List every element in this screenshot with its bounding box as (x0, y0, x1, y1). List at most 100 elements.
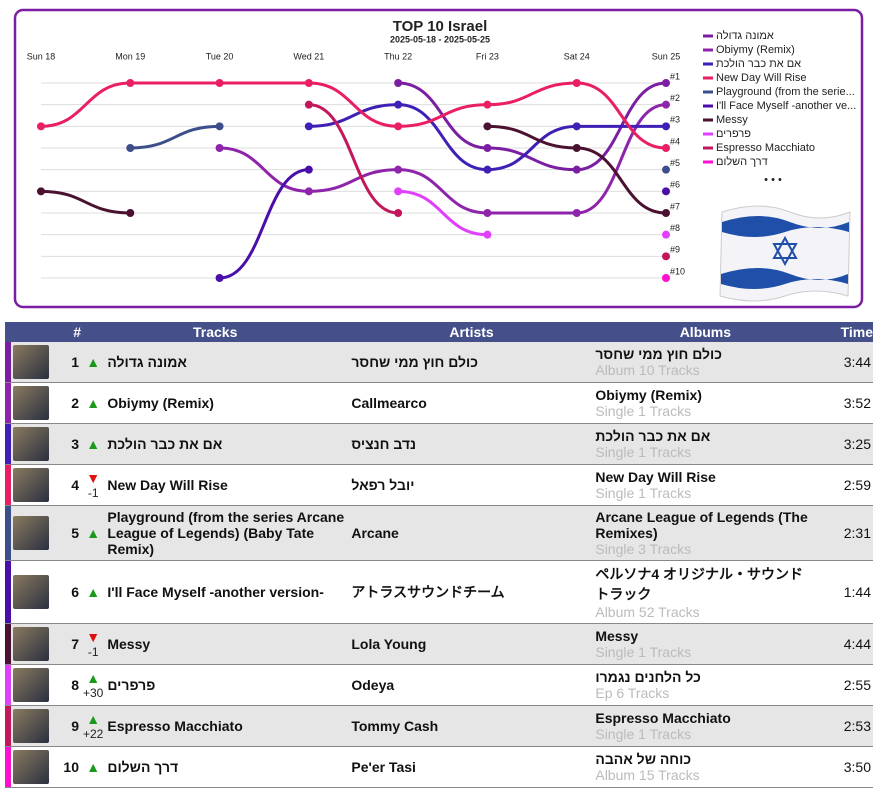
point (662, 122, 670, 131)
trend-arrow: ▲ (86, 584, 101, 600)
point (483, 100, 492, 109)
point (215, 144, 224, 152)
rank: 4 (55, 464, 81, 506)
thumbnail (11, 342, 55, 383)
album-info: Single 1 Tracks (595, 485, 692, 501)
point (304, 79, 313, 87)
point (483, 165, 492, 174)
artist: Callmearco (349, 382, 594, 424)
legend-label: Espresso Macchiato (716, 142, 815, 154)
y-tick-label: #7 (670, 201, 680, 211)
thumbnail-image (13, 575, 49, 609)
point (662, 274, 670, 282)
trend: ▲ (81, 342, 106, 383)
trend: ▲ (81, 505, 106, 561)
rank: 2 (55, 382, 81, 424)
track: Espresso Macchiato (105, 705, 350, 747)
album-name: כולם חוץ ממי שחסר (595, 346, 723, 362)
point (662, 230, 670, 239)
point (304, 165, 313, 174)
legend-label: אם את כבר הולכת (716, 57, 801, 70)
trend-arrow: ▼ (86, 629, 101, 645)
album: כוחה של אהבה Album 15 Tracks (593, 746, 818, 788)
trend: ▼ -1 (81, 464, 106, 506)
point (215, 122, 224, 131)
series-line (219, 103, 667, 215)
trend-arrow: ▲ (86, 759, 101, 775)
thumbnail (11, 382, 55, 424)
track: דרך השלום (105, 746, 350, 788)
album-info: Single 1 Tracks (595, 644, 692, 660)
row-color (5, 623, 11, 665)
album-name: Obiymy (Remix) (595, 387, 702, 403)
thumbnail (11, 464, 55, 506)
thumbnail-image (13, 627, 49, 661)
thumbnail-image (13, 750, 49, 784)
point (662, 79, 670, 87)
album-info: Single 3 Tracks (595, 541, 692, 557)
album-info: Album 52 Tracks (595, 604, 700, 620)
point (662, 252, 670, 261)
x-tick-label: Tue 20 (206, 51, 234, 61)
legend-label: Obiymy (Remix) (716, 44, 795, 56)
point (662, 144, 670, 152)
point (483, 144, 492, 152)
track-row: 2 ▲ Obiymy (Remix) Callmearco Obiymy (Remix)… (5, 382, 873, 424)
album: Arcane League of Legends (The Remixes) Si… (593, 505, 818, 561)
track-row: 7 ▼ -1 Messy Lola Young Messy Single 1 Tracks 4… (5, 623, 873, 665)
chart-title: TOP 10 Israel (393, 18, 488, 35)
artist: יובל רפאל (349, 464, 594, 506)
legend-label: דרך השלום (716, 155, 768, 168)
y-tick-label: #10 (670, 266, 685, 276)
album-info: Album 15 Tracks (595, 767, 700, 783)
legend-more: • • • (764, 174, 782, 186)
point (662, 187, 670, 196)
y-tick-label: #8 (670, 223, 680, 233)
chart-subtitle: 2025-05-18 - 2025-05-25 (390, 34, 490, 44)
point (662, 209, 670, 217)
track: Playground (from the series Arcane Leagu… (105, 505, 350, 561)
thumbnail (11, 423, 55, 465)
point (483, 209, 492, 217)
time: 1:44 (817, 560, 873, 624)
trend-arrow: ▲ (86, 354, 101, 370)
header-cell: Time (817, 322, 873, 342)
thumbnail (11, 623, 55, 665)
y-tick-label: #3 (670, 115, 680, 125)
track: Messy (105, 623, 350, 665)
album-info: Ep 6 Tracks (595, 685, 670, 701)
rank: 8 (55, 664, 81, 706)
thumbnail (11, 746, 55, 788)
album-name: כל הלחנים נגמרו (595, 669, 701, 685)
album-name: Messy (595, 628, 639, 644)
artist: Lola Young (349, 623, 594, 665)
time: 3:50 (817, 746, 873, 788)
point (394, 100, 403, 109)
header-row: # Tracks Artists Albums Time (5, 322, 873, 342)
legend-label: פרפרים (716, 128, 751, 140)
track-row: 4 ▼ -1 New Day Will Rise יובל רפאל New Day Wi… (5, 464, 873, 506)
row-color (5, 464, 11, 506)
trend: ▲ (81, 423, 106, 465)
point (572, 209, 581, 217)
point (572, 144, 581, 152)
thumbnail-image (13, 345, 49, 379)
trend-change: -1 (87, 645, 99, 659)
point (394, 187, 403, 196)
chart: TOP 10 Israel 2025-05-18 - 2025-05-25 #1… (13, 8, 864, 309)
album: ペルソナ4 オリジナル・サウンドトラック Album 52 Tracks (593, 560, 818, 624)
track: I'll Face Myself -another version- (105, 560, 350, 624)
rank: 3 (55, 423, 81, 465)
album: New Day Will Rise Single 1 Tracks (593, 464, 818, 506)
point (572, 79, 581, 87)
trend: ▲ +22 (81, 705, 106, 747)
track-row: 5 ▲ Playground (from the series Arcane Lea… (5, 505, 873, 561)
thumbnail-image (13, 468, 49, 502)
thumbnail-image (13, 709, 49, 743)
legend-label: I'll Face Myself -another ve... (716, 100, 856, 112)
point (394, 209, 403, 217)
legend-label: New Day Will Rise (716, 72, 806, 84)
track: Obiymy (Remix) (105, 382, 350, 424)
trend-change: -1 (87, 486, 99, 500)
rank: 5 (55, 505, 81, 561)
